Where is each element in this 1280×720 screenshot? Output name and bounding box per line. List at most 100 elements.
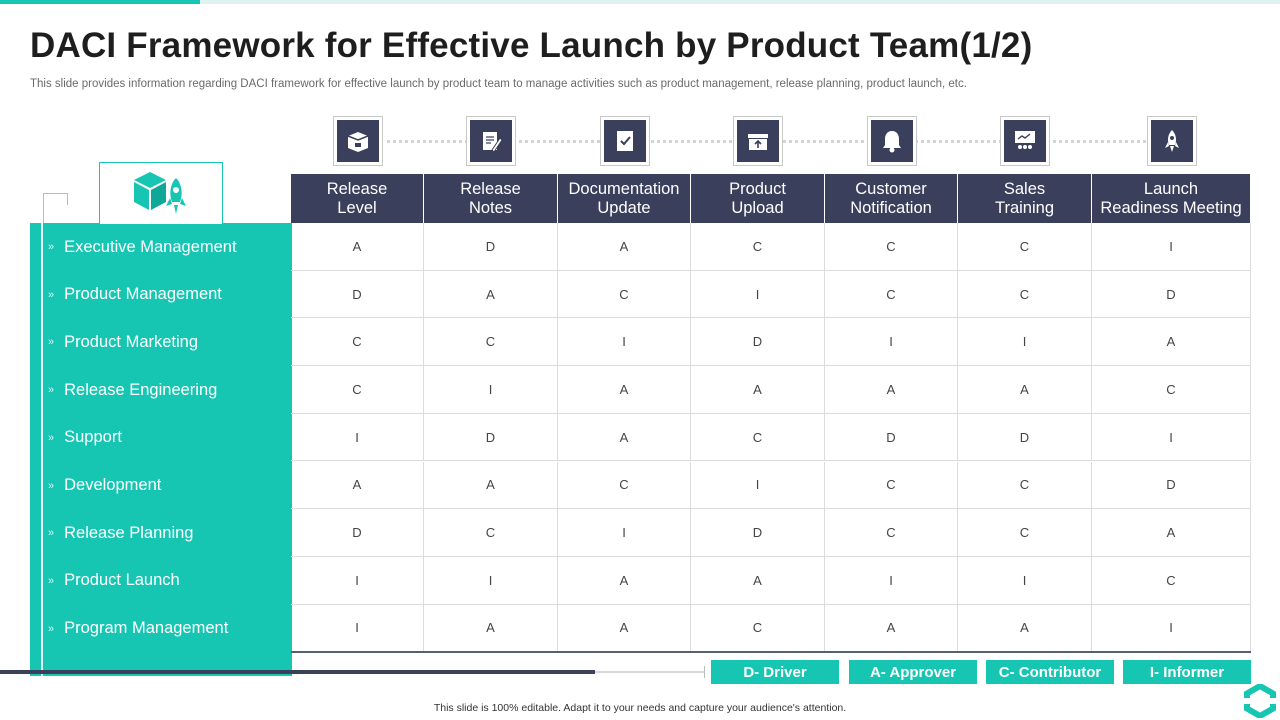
table-cell: C	[825, 223, 958, 271]
chevron-right-icon: »	[48, 384, 55, 397]
row-label-text: Product Management	[64, 285, 222, 304]
column-header-label: Sales Training	[995, 179, 1054, 217]
footer-note: This slide is 100% editable. Adapt it to…	[433, 702, 847, 714]
checklist-icon	[599, 116, 650, 166]
table-cell: I	[1092, 413, 1251, 462]
column-header: Product Upload	[691, 174, 825, 223]
table-cell: A	[558, 366, 691, 414]
row-label: » Product Launch	[48, 557, 180, 605]
table-cell: A	[958, 366, 1092, 414]
table-cell: C	[958, 270, 1092, 319]
notes-icon	[466, 116, 516, 166]
table-cell: C	[558, 461, 691, 510]
column-header: Release Level	[291, 174, 424, 223]
column-header-label: Release Level	[326, 179, 388, 217]
table-cell: A	[424, 604, 558, 653]
table-cell: A	[424, 461, 558, 510]
column-header: Sales Training	[958, 174, 1092, 223]
table-cell: I	[825, 318, 958, 367]
table-cell: I	[958, 556, 1092, 605]
chevron-right-icon: »	[48, 288, 55, 301]
corner-logo-icon	[1243, 684, 1277, 718]
row-label: » Release Engineering	[48, 366, 217, 414]
row-label: » Product Marketing	[48, 318, 198, 366]
table-bottom-rule	[291, 651, 1251, 653]
table-cell: C	[958, 223, 1092, 271]
table-cell: D	[691, 318, 825, 367]
chevron-right-icon: »	[48, 574, 55, 587]
table-cell: A	[691, 366, 825, 414]
column-header-label: Launch Readiness Meeting	[1100, 179, 1242, 217]
table-cell: C	[825, 270, 958, 319]
table-cell: C	[691, 223, 825, 271]
table-cell: A	[291, 223, 424, 271]
top-accent-line	[0, 0, 1280, 4]
table-cell: A	[825, 366, 958, 414]
column-header: Release Notes	[424, 174, 558, 223]
table-cell: D	[1092, 461, 1251, 510]
role-panel	[30, 223, 292, 676]
left-bracket-decoration	[43, 193, 68, 223]
row-label: » Product Management	[48, 271, 222, 319]
table-cell: D	[1092, 270, 1251, 319]
table-cell: A	[1092, 509, 1251, 557]
row-label: » Program Management	[48, 605, 228, 653]
box-rocket-icon	[99, 162, 223, 224]
column-header-label: Documentation Update	[568, 179, 680, 217]
row-label-text: Executive Management	[64, 237, 237, 256]
top-accent-bar	[0, 0, 200, 4]
table-cell: I	[424, 366, 558, 414]
chevron-right-icon: »	[48, 527, 55, 540]
table-cell: D	[825, 413, 958, 462]
row-label: » Release Planning	[48, 509, 193, 557]
bell-icon	[866, 116, 917, 166]
page-title: DACI Framework for Effective Launch by P…	[30, 26, 1033, 65]
table-cell: A	[558, 556, 691, 605]
row-label: » Executive Management	[48, 223, 237, 271]
store-upload-icon	[733, 116, 783, 166]
row-label-text: Product Marketing	[64, 332, 199, 351]
table-cell: A	[291, 461, 424, 510]
chevron-right-icon: »	[48, 336, 55, 349]
table-cell: I	[1092, 223, 1251, 271]
table-cell: C	[958, 509, 1092, 557]
table-cell: C	[691, 413, 825, 462]
table-cell: C	[424, 318, 558, 367]
row-label-text: Development	[64, 476, 162, 494]
role-panel-line	[41, 223, 43, 676]
table-cell: C	[958, 461, 1092, 510]
table-cell: I	[558, 318, 691, 367]
box-icon	[332, 116, 383, 166]
table-cell: A	[558, 413, 691, 462]
table-cell: A	[558, 604, 691, 653]
table-cell: I	[825, 556, 958, 605]
table-cell: C	[424, 509, 558, 557]
legend-item: D- Driver	[711, 660, 839, 684]
table-cell: D	[424, 223, 558, 271]
table-cell: C	[291, 366, 424, 414]
column-header-label: Release Notes	[460, 179, 521, 217]
table-cell: I	[291, 556, 424, 605]
table-cell: I	[691, 270, 825, 319]
row-label-text: Product Launch	[64, 571, 180, 590]
table-cell: I	[1092, 604, 1251, 653]
table-cell: I	[291, 604, 424, 653]
table-cell: D	[691, 509, 825, 557]
table-cell: C	[825, 461, 958, 510]
legend-item: I- Informer	[1123, 660, 1251, 684]
table-cell: C	[558, 270, 691, 319]
table-cell: I	[424, 556, 558, 605]
table-cell: D	[291, 509, 424, 557]
table-cell: D	[291, 270, 424, 319]
column-header: Launch Readiness Meeting	[1092, 174, 1251, 223]
chevron-right-icon: »	[48, 479, 55, 492]
table-cell: A	[958, 604, 1092, 653]
table-cell: A	[825, 604, 958, 653]
row-label: » Development	[48, 462, 161, 510]
column-header: Documentation Update	[558, 174, 691, 223]
column-header: Customer Notification	[825, 174, 958, 223]
table-cell: A	[424, 270, 558, 319]
table-cell: I	[291, 413, 424, 462]
row-label-text: Program Management	[64, 619, 229, 638]
column-header-label: Product Upload	[729, 179, 786, 217]
